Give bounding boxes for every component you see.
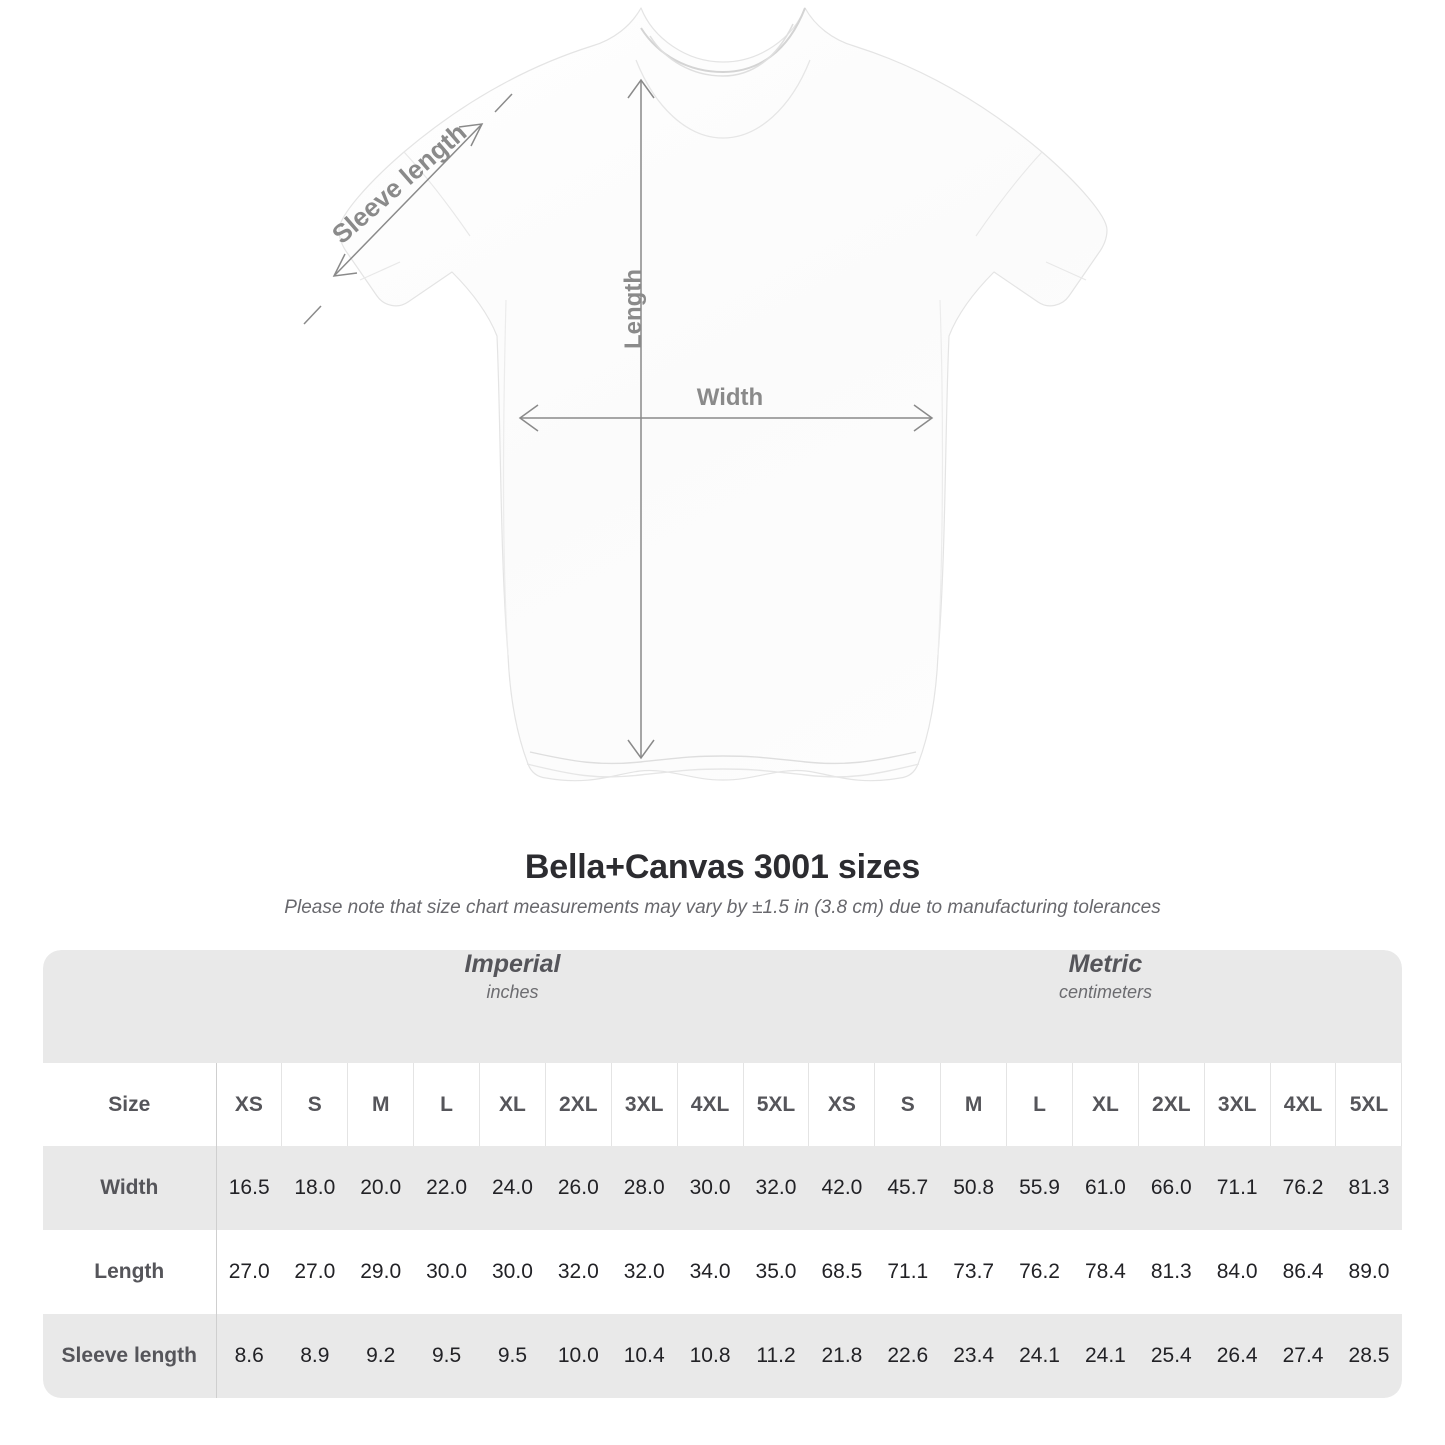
svg-text:Width: Width: [697, 384, 763, 411]
svg-text:Length: Length: [620, 269, 647, 349]
